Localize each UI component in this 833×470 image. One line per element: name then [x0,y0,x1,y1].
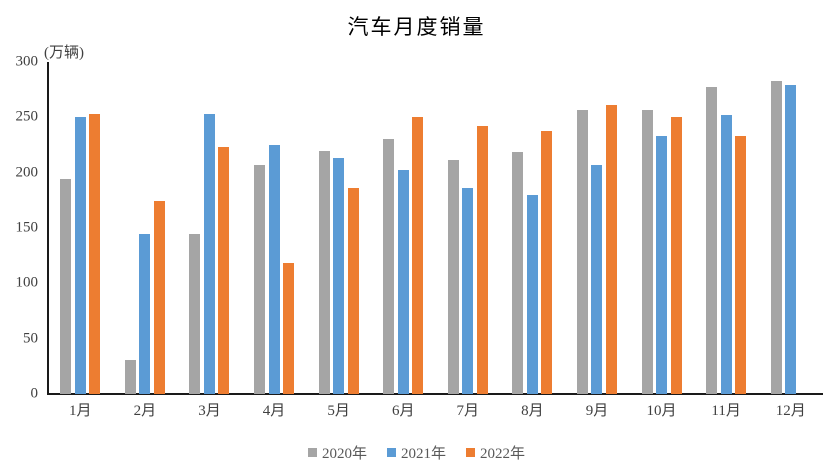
bar-2020年-2月 [124,359,136,394]
bar-2022年-3月 [218,147,230,394]
bar-2020年-3月 [189,233,201,394]
bar-2022年-5月 [347,188,359,394]
bar-2021年-10月 [656,136,668,394]
bar-2022年-4月 [283,263,295,394]
bar-2021年-7月 [462,188,474,394]
y-axis-unit-label: (万辆) [44,45,84,61]
bar-2020年-6月 [383,139,395,394]
x-category-label: 5月 [327,403,350,419]
x-category-label: 4月 [262,403,286,419]
y-tick-label: 300 [15,53,39,70]
bar-2021年-11月 [720,115,732,394]
bar-2021年-2月 [139,233,151,394]
y-tick-label: 150 [15,219,39,236]
bar-2020年-1月 [60,179,72,394]
bar-2020年-9月 [576,109,588,394]
legend-label: 2020年 [321,446,367,462]
bar-2021年-5月 [333,158,345,394]
y-tick-label: 0 [30,385,39,402]
bar-2020年-5月 [318,150,330,394]
bar-2020年-10月 [641,109,653,394]
x-category-label: 9月 [585,403,609,419]
bar-2022年-2月 [153,201,165,394]
legend-swatch-icon [466,448,475,457]
x-category-label: 3月 [198,403,221,419]
x-category-label: 12月 [775,403,806,419]
chart-title: 汽车月度销量 [347,15,486,39]
plot-area [48,62,823,394]
legend-item-2022年: 2022年 [466,442,525,463]
bar-2022年-6月 [412,117,424,394]
legend-label: 2021年 [400,446,446,462]
x-category-label: 2月 [133,403,157,419]
bar-2021年-3月 [203,114,215,394]
bar-2022年-11月 [735,136,747,394]
x-category-label: 8月 [521,403,544,419]
bar-2022年-9月 [605,105,617,394]
bar-2022年-10月 [670,117,682,394]
bar-2022年-8月 [541,130,553,394]
legend-swatch-icon [307,448,317,457]
legend: 2020年 2021年 2022年 [0,442,833,463]
bar-2020年-7月 [447,160,459,394]
bar-2021年-12月 [785,85,797,394]
bar-2020年-11月 [706,87,718,394]
bar-2021年-1月 [74,117,86,394]
y-tick-label: 50 [23,330,38,347]
legend-item-2020年: 2020年 [307,442,367,463]
x-category-label: 7月 [456,403,480,419]
legend-label: 2022年 [480,446,526,462]
y-axis-line [47,62,49,394]
x-axis-line [47,393,823,395]
bar-2020年-8月 [512,151,524,394]
bar-2022年-1月 [89,114,101,394]
bar-2021年-4月 [268,145,280,394]
bar-2020年-4月 [254,164,266,394]
y-tick-label: 200 [15,164,39,181]
legend-item-2021年: 2021年 [386,442,446,463]
x-category-label: 10月 [646,403,677,419]
bar-2021年-6月 [397,170,409,394]
x-category-label: 1月 [69,403,92,419]
bar-2021年-8月 [526,194,538,394]
x-category-label: 11月 [711,403,741,419]
x-category-label: 6月 [391,403,415,419]
bar-2021年-9月 [591,164,603,394]
y-tick-label: 250 [15,108,39,125]
bar-2022年-7月 [476,126,488,394]
legend-swatch-icon [386,448,396,457]
y-tick-label: 100 [15,274,39,291]
bar-2020年-12月 [770,80,782,394]
